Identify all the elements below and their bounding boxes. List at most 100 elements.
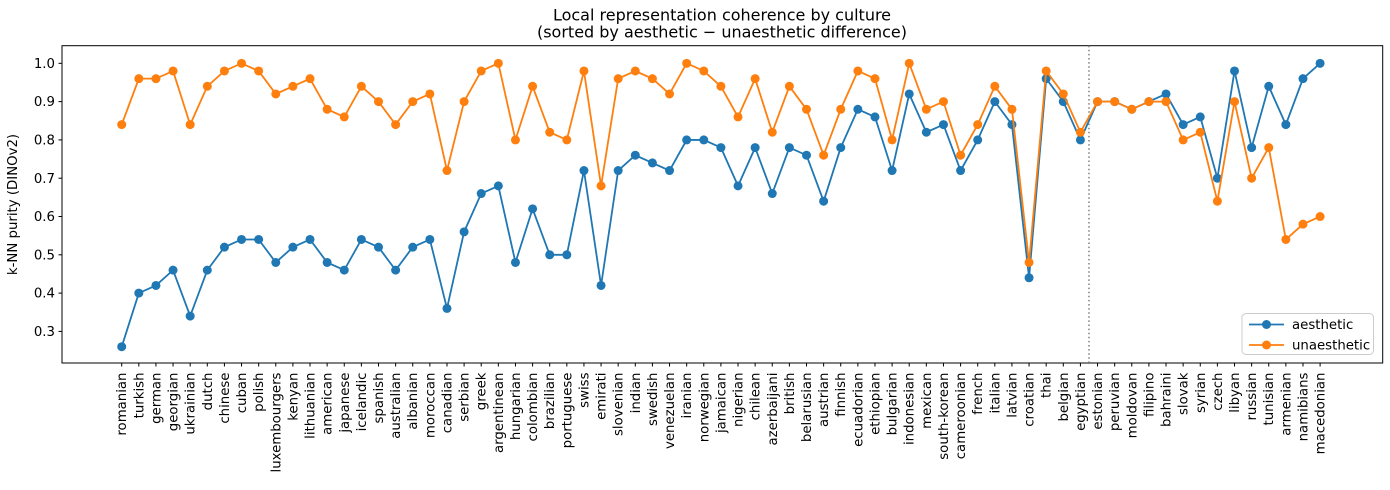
data-point-aesthetic: [322, 257, 332, 267]
legend-marker-aesthetic: [1262, 320, 1271, 329]
data-point-unaesthetic: [665, 89, 675, 99]
data-point-unaesthetic: [356, 81, 366, 91]
x-tick-label: spanish: [372, 373, 387, 424]
x-tick-label: moldovan: [1125, 373, 1140, 439]
legend-label-unaesthetic: unaesthetic: [1292, 339, 1370, 354]
x-tick-label: namibians: [1296, 372, 1311, 441]
data-point-unaesthetic: [596, 181, 606, 191]
x-tick-label: south-korean: [937, 372, 952, 459]
data-point-aesthetic: [733, 181, 743, 191]
x-tick-label: brazilian: [543, 373, 558, 430]
x-tick-label: cameroonian: [954, 373, 969, 460]
data-point-aesthetic: [887, 166, 897, 176]
data-point-unaesthetic: [1281, 234, 1291, 244]
x-tick-label: italian: [988, 373, 1003, 414]
x-tick-label: indian: [629, 373, 644, 414]
data-point-unaesthetic: [699, 66, 709, 76]
data-point-aesthetic: [339, 265, 349, 275]
data-point-aesthetic: [853, 104, 863, 114]
data-point-unaesthetic: [408, 97, 418, 107]
data-point-aesthetic: [151, 280, 161, 290]
data-point-aesthetic: [1007, 120, 1017, 130]
data-point-aesthetic: [1230, 66, 1239, 76]
x-tick-label: syrian: [1194, 373, 1209, 414]
x-tick-label: british: [783, 373, 798, 415]
y-tick-label: 0.6: [34, 210, 55, 225]
data-point-unaesthetic: [134, 74, 144, 84]
data-point-unaesthetic: [802, 104, 811, 114]
x-tick-label: australian: [389, 373, 404, 439]
x-tick-label: latvian: [1005, 372, 1020, 417]
data-point-aesthetic: [476, 189, 486, 199]
x-tick-label: nigerian: [732, 373, 747, 427]
x-tick-label: norwegian: [697, 373, 712, 443]
data-point-aesthetic: [356, 234, 366, 244]
data-point-unaesthetic: [1230, 97, 1239, 107]
x-tick-label: austrian: [817, 373, 832, 427]
data-point-aesthetic: [562, 250, 572, 260]
series-line-unaesthetic: [120, 60, 1321, 263]
data-point-unaesthetic: [887, 135, 897, 145]
data-point-unaesthetic: [288, 81, 298, 91]
data-point-unaesthetic: [528, 81, 538, 91]
data-point-unaesthetic: [168, 66, 178, 76]
data-point-aesthetic: [1247, 143, 1257, 153]
data-point-unaesthetic: [1161, 97, 1171, 107]
data-point-unaesthetic: [904, 58, 914, 68]
data-point-unaesthetic: [784, 81, 794, 91]
data-point-aesthetic: [1264, 81, 1274, 91]
data-point-unaesthetic: [990, 81, 1000, 91]
data-point-aesthetic: [1195, 112, 1205, 122]
data-point-unaesthetic: [956, 150, 966, 160]
x-tick-label: japanese: [338, 373, 353, 434]
data-point-unaesthetic: [493, 58, 503, 68]
x-tick-label: german: [149, 373, 164, 424]
x-tick-label: thai: [1040, 373, 1055, 398]
x-tick-label: american: [321, 373, 336, 435]
data-point-aesthetic: [990, 97, 1000, 107]
data-point-unaesthetic: [613, 74, 623, 84]
y-tick-label: 0.5: [34, 248, 55, 263]
data-point-aesthetic: [545, 250, 555, 260]
data-point-unaesthetic: [219, 66, 229, 76]
data-point-aesthetic: [647, 158, 657, 168]
data-point-unaesthetic: [938, 97, 948, 107]
x-tick-label: colombian: [526, 373, 541, 442]
data-point-unaesthetic: [545, 127, 555, 137]
data-point-aesthetic: [254, 234, 264, 244]
data-point-unaesthetic: [767, 127, 777, 137]
data-point-unaesthetic: [1058, 89, 1068, 99]
x-tick-label: ecuadorian: [851, 373, 866, 447]
data-point-aesthetic: [459, 227, 469, 237]
data-point-unaesthetic: [647, 74, 657, 84]
x-tick-label: georgian: [167, 373, 182, 432]
data-point-aesthetic: [1315, 58, 1325, 68]
legend-label-aesthetic: aesthetic: [1292, 318, 1353, 333]
data-point-aesthetic: [1075, 135, 1085, 145]
data-point-aesthetic: [613, 166, 623, 176]
data-point-unaesthetic: [391, 120, 401, 130]
data-point-aesthetic: [185, 311, 195, 321]
x-tick-label: canadian: [440, 373, 455, 434]
x-tick-label: luxembourgers: [269, 372, 284, 472]
data-point-aesthetic: [665, 166, 675, 176]
data-point-unaesthetic: [1041, 66, 1051, 76]
x-tick-label: azerbaijani: [766, 373, 781, 446]
data-point-unaesthetic: [1315, 212, 1325, 222]
x-tick-label: polish: [252, 373, 267, 412]
data-point-aesthetic: [596, 280, 606, 290]
x-tick-label: croatian: [1023, 373, 1038, 427]
data-point-unaesthetic: [716, 81, 726, 91]
data-point-unaesthetic: [237, 58, 247, 68]
data-point-unaesthetic: [117, 120, 127, 130]
data-point-aesthetic: [767, 189, 777, 199]
data-point-unaesthetic: [836, 104, 846, 114]
data-point-aesthetic: [836, 143, 846, 153]
data-point-unaesthetic: [1144, 97, 1154, 107]
data-point-aesthetic: [784, 143, 794, 153]
data-point-aesthetic: [493, 181, 503, 191]
data-point-aesthetic: [219, 242, 229, 252]
